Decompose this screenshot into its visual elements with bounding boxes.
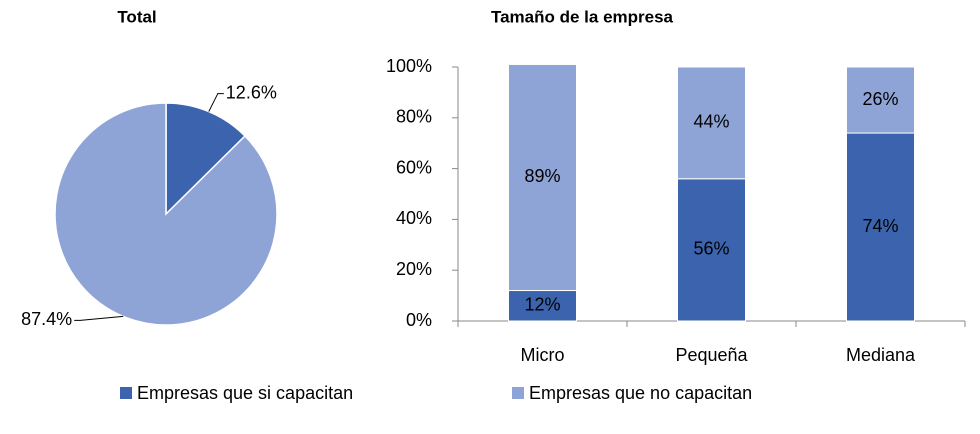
y-tick-label: 60% bbox=[396, 157, 432, 177]
data-label: 44% bbox=[693, 112, 729, 132]
pie-title: Total bbox=[117, 7, 156, 26]
pie-slice bbox=[54, 102, 278, 326]
bar-segment bbox=[677, 66, 746, 180]
bar-segment bbox=[508, 63, 577, 292]
bar-segment bbox=[846, 66, 915, 134]
x-tick-label: Pequeña bbox=[675, 345, 748, 365]
bar-title: Tamaño de la empresa bbox=[491, 7, 674, 26]
y-tick-label: 80% bbox=[396, 107, 432, 127]
y-tick-label: 20% bbox=[396, 259, 432, 279]
x-tick-label: Mediana bbox=[846, 345, 916, 365]
data-label: 89% bbox=[524, 166, 560, 186]
x-tick-label: Micro bbox=[521, 345, 565, 365]
data-label: 12% bbox=[524, 295, 560, 315]
data-label: 87.4% bbox=[21, 309, 72, 329]
bar-segment bbox=[677, 178, 746, 322]
legend-label: Empresas que no capacitan bbox=[529, 383, 752, 403]
legend-swatch bbox=[512, 387, 524, 399]
legend-label: Empresas que si capacitan bbox=[137, 383, 353, 403]
data-label: 12.6% bbox=[226, 82, 277, 102]
y-tick-label: 40% bbox=[396, 208, 432, 228]
data-label: 74% bbox=[862, 216, 898, 236]
bar-segment bbox=[846, 132, 915, 322]
y-tick-label: 100% bbox=[386, 56, 432, 76]
leader-line bbox=[74, 315, 124, 321]
data-label: 26% bbox=[862, 89, 898, 109]
y-tick-label: 0% bbox=[406, 310, 432, 330]
data-label: 56% bbox=[693, 239, 729, 259]
leader-line bbox=[208, 93, 224, 112]
pie-slice bbox=[165, 102, 247, 216]
legend-swatch bbox=[120, 387, 132, 399]
